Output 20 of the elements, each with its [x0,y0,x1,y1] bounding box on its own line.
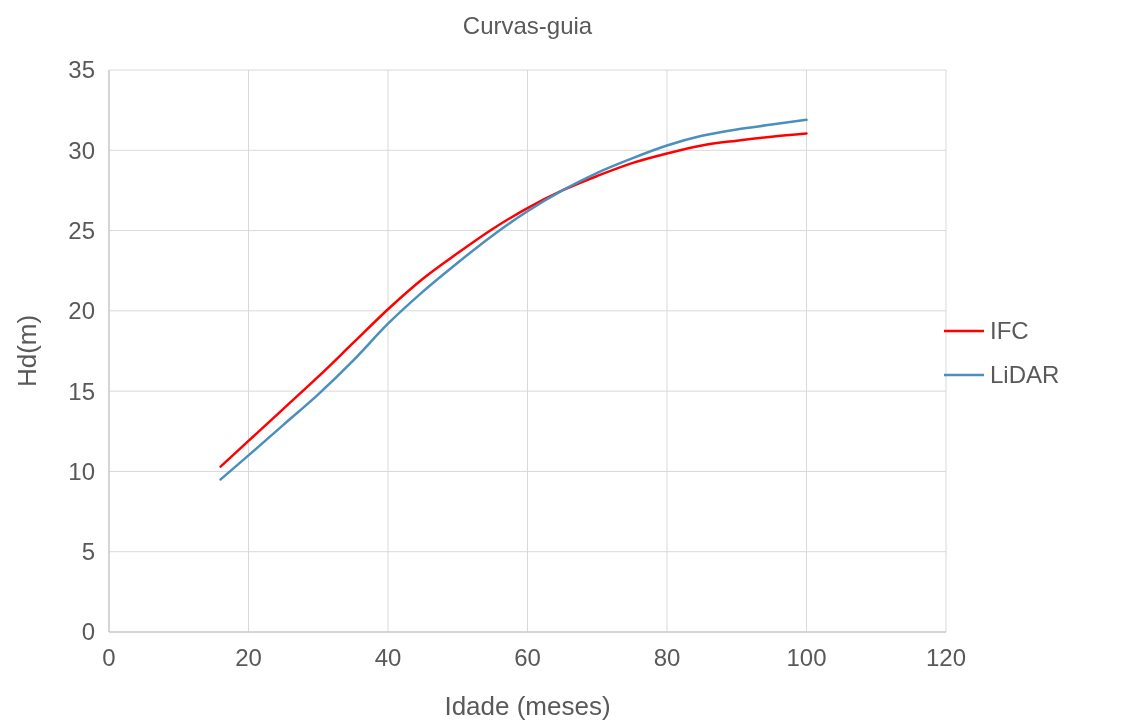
y-tick-label: 5 [81,538,95,566]
y-axis-title: Hd(m) [12,314,42,388]
chart-title: Curvas-guia [462,12,593,39]
x-tick-label: 120 [925,644,967,671]
y-tick-label: 15 [68,377,95,405]
x-tick-label: 100 [786,644,827,671]
legend-label: LiDAR [990,361,1060,389]
y-tick-label: 25 [68,216,95,244]
y-tick-label: 20 [68,297,95,325]
y-tick-label: 30 [68,136,95,164]
x-axis-title: Idade (meses) [444,691,611,721]
x-tick-label: 0 [102,644,116,671]
x-tick-label: 60 [514,644,541,671]
y-tick-label: 35 [68,56,95,84]
x-tick-label: 40 [374,644,402,671]
y-tick-label: 0 [81,618,95,646]
x-tick-label: 80 [653,644,681,671]
x-tick-label: 20 [235,644,262,671]
y-tick-label: 10 [68,457,95,485]
legend-label: IFC [990,317,1029,345]
